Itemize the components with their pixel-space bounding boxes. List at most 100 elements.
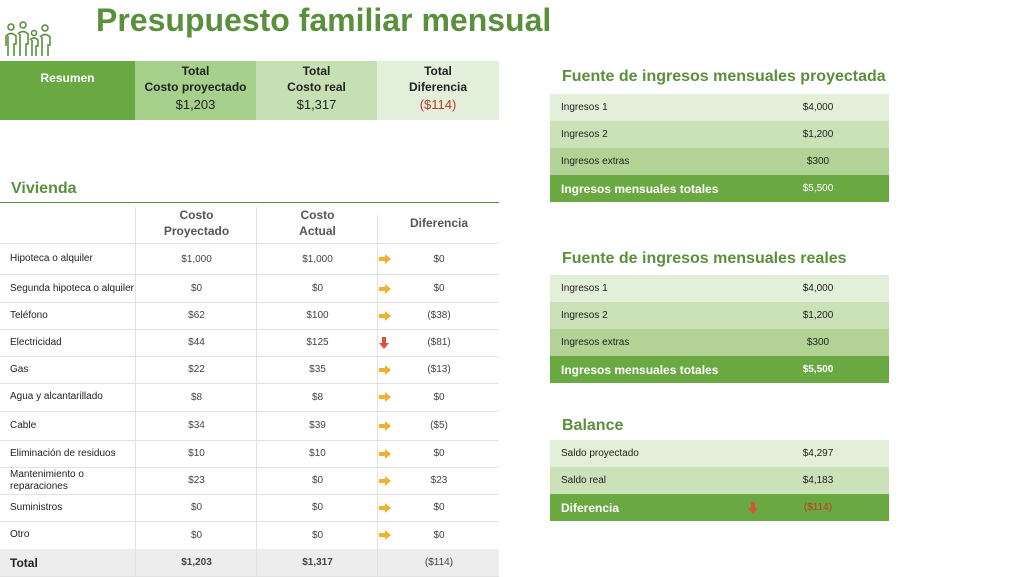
header-projected[interactable]: Costo Proyectado (135, 207, 257, 243)
balance-row[interactable]: Saldo real $4,183 (550, 467, 889, 494)
real-income-value: $4,000 (802, 283, 834, 294)
row-difference: $0 (377, 383, 500, 411)
summary-projected-header-1: Total (181, 64, 210, 78)
right-arrow-icon (379, 467, 391, 494)
real-income-row[interactable]: Ingresos extras $300 (550, 329, 889, 356)
real-income-label: Ingresos extras (561, 337, 630, 348)
summary-diff-cell[interactable]: Total Diferencia ($114) (377, 61, 499, 120)
projected-income-title: Fuente de ingresos mensuales proyectada (562, 68, 886, 85)
row-name: Gas (10, 363, 29, 375)
row-actual: $0 (256, 494, 378, 521)
row-difference: ($81) (377, 329, 500, 356)
real-income-row[interactable]: Ingresos 2 $1,200 (550, 302, 889, 329)
table-row[interactable]: Hipoteca o alquiler $1,000 $1,000 $0 (0, 244, 499, 275)
right-arrow-icon (379, 302, 391, 329)
summary-projected-header-2: Costo proyectado (144, 80, 247, 94)
row-projected: $44 (135, 329, 257, 356)
right-arrow-icon (379, 356, 391, 383)
down-arrow-icon (379, 329, 389, 356)
real-income-label: Ingresos 1 (561, 283, 608, 294)
table-row[interactable]: Otro $0 $0 $0 (0, 521, 499, 550)
row-projected: $10 (135, 440, 257, 467)
summary-real-cell[interactable]: Total Costo real $1,317 (256, 61, 377, 120)
balance-label: Saldo real (561, 475, 607, 486)
header-difference[interactable]: Diferencia (377, 215, 500, 243)
projected-income-total-value: $5,500 (802, 183, 834, 194)
summary-real-value: $1,317 (296, 97, 337, 112)
right-arrow-icon (379, 383, 391, 411)
table-row[interactable]: Cable $34 $39 ($5) (0, 411, 499, 441)
down-arrow-icon (748, 502, 758, 517)
real-income-row[interactable]: Ingresos 1 $4,000 (550, 275, 889, 302)
row-projected: $0 (135, 275, 257, 302)
right-arrow-icon (379, 494, 391, 521)
summary-diff-header-2: Diferencia (408, 80, 468, 94)
table-total-row[interactable]: Total $1,203 $1,317 ($114) (0, 549, 499, 577)
projected-income-label: Ingresos 2 (561, 129, 608, 140)
row-name: Electricidad (10, 336, 62, 348)
row-name: Agua y alcantarillado (10, 391, 103, 402)
table-row[interactable]: Segunda hipoteca o alquiler $0 $0 $0 (0, 275, 499, 303)
header-projected-line2: Proyectado (163, 224, 230, 238)
balance-total-row[interactable]: Diferencia ($114) (550, 494, 889, 521)
table-row[interactable]: Agua y alcantarillado $8 $8 $0 (0, 383, 499, 412)
row-name: Otro (10, 529, 30, 540)
table-row[interactable]: Gas $22 $35 ($13) (0, 356, 499, 384)
real-income-label: Ingresos 2 (561, 310, 608, 321)
real-income-value: $300 (806, 337, 830, 348)
balance-row[interactable]: Saldo proyectado $4,297 (550, 440, 889, 467)
summary-real-header-2: Costo real (287, 80, 346, 94)
projected-income-value: $300 (806, 156, 830, 167)
balance-title: Balance (562, 417, 624, 434)
balance-total-value: ($114) (803, 502, 833, 513)
vivienda-header-row: Costo Proyectado Costo Actual Diferencia (0, 203, 499, 244)
table-row[interactable]: Mantenimiento o reparaciones $23 $0 $23 (0, 467, 499, 495)
row-projected: $34 (135, 411, 257, 440)
row-difference: $0 (377, 494, 500, 521)
row-difference: $0 (377, 275, 500, 302)
right-arrow-icon (379, 411, 391, 440)
real-income-title: Fuente de ingresos mensuales reales (562, 250, 847, 267)
right-arrow-icon (379, 440, 391, 467)
balance-value: $4,297 (802, 448, 834, 459)
row-actual: $39 (256, 411, 378, 440)
real-income-total-label: Ingresos mensuales totales (561, 362, 719, 377)
row-name: Cable (10, 419, 37, 431)
header-actual[interactable]: Costo Actual (256, 207, 378, 243)
table-row[interactable]: Suministros $0 $0 $0 (0, 494, 499, 522)
projected-income-total-row[interactable]: Ingresos mensuales totales $5,500 (550, 175, 889, 202)
projected-income-value: $4,000 (802, 102, 834, 113)
total-difference: ($114) (377, 549, 500, 576)
row-projected: $22 (135, 356, 257, 383)
table-row[interactable]: Eliminación de residuos $10 $10 $0 (0, 440, 499, 468)
row-projected: $0 (135, 494, 257, 521)
projected-income-row[interactable]: Ingresos 2 $1,200 (550, 121, 889, 148)
projected-income-row[interactable]: Ingresos extras $300 (550, 148, 889, 175)
row-difference: ($13) (377, 356, 500, 383)
table-row[interactable]: Teléfono $62 $100 ($38) (0, 302, 499, 330)
table-row[interactable]: Electricidad $44 $125 ($81) (0, 329, 499, 357)
real-income-total-row[interactable]: Ingresos mensuales totales $5,500 (550, 356, 889, 383)
projected-income-value: $1,200 (802, 129, 834, 140)
row-name: Mantenimiento o reparaciones (10, 468, 84, 492)
right-arrow-icon (379, 244, 391, 274)
total-projected: $1,203 (135, 549, 257, 576)
row-name: Segunda hipoteca o alquiler (10, 282, 134, 294)
balance-total-label: Diferencia (561, 500, 620, 515)
row-difference: $0 (377, 244, 500, 274)
row-difference: $0 (377, 521, 500, 549)
vivienda-title: Vivienda (11, 180, 77, 197)
summary-diff-value: ($114) (419, 97, 457, 112)
real-income-total-value: $5,500 (802, 364, 834, 375)
right-arrow-icon (379, 275, 391, 302)
projected-income-row[interactable]: Ingresos 1 $4,000 (550, 94, 889, 121)
summary-real-header-1: Total (302, 64, 331, 78)
header-projected-line1: Costo (179, 208, 214, 222)
row-actual: $100 (256, 302, 378, 329)
row-projected: $62 (135, 302, 257, 329)
summary-projected-cell[interactable]: Total Costo proyectado $1,203 (135, 61, 256, 120)
row-actual: $0 (256, 467, 378, 494)
real-income-value: $1,200 (802, 310, 834, 321)
row-actual: $125 (256, 329, 378, 356)
header-actual-line1: Costo (300, 208, 335, 222)
